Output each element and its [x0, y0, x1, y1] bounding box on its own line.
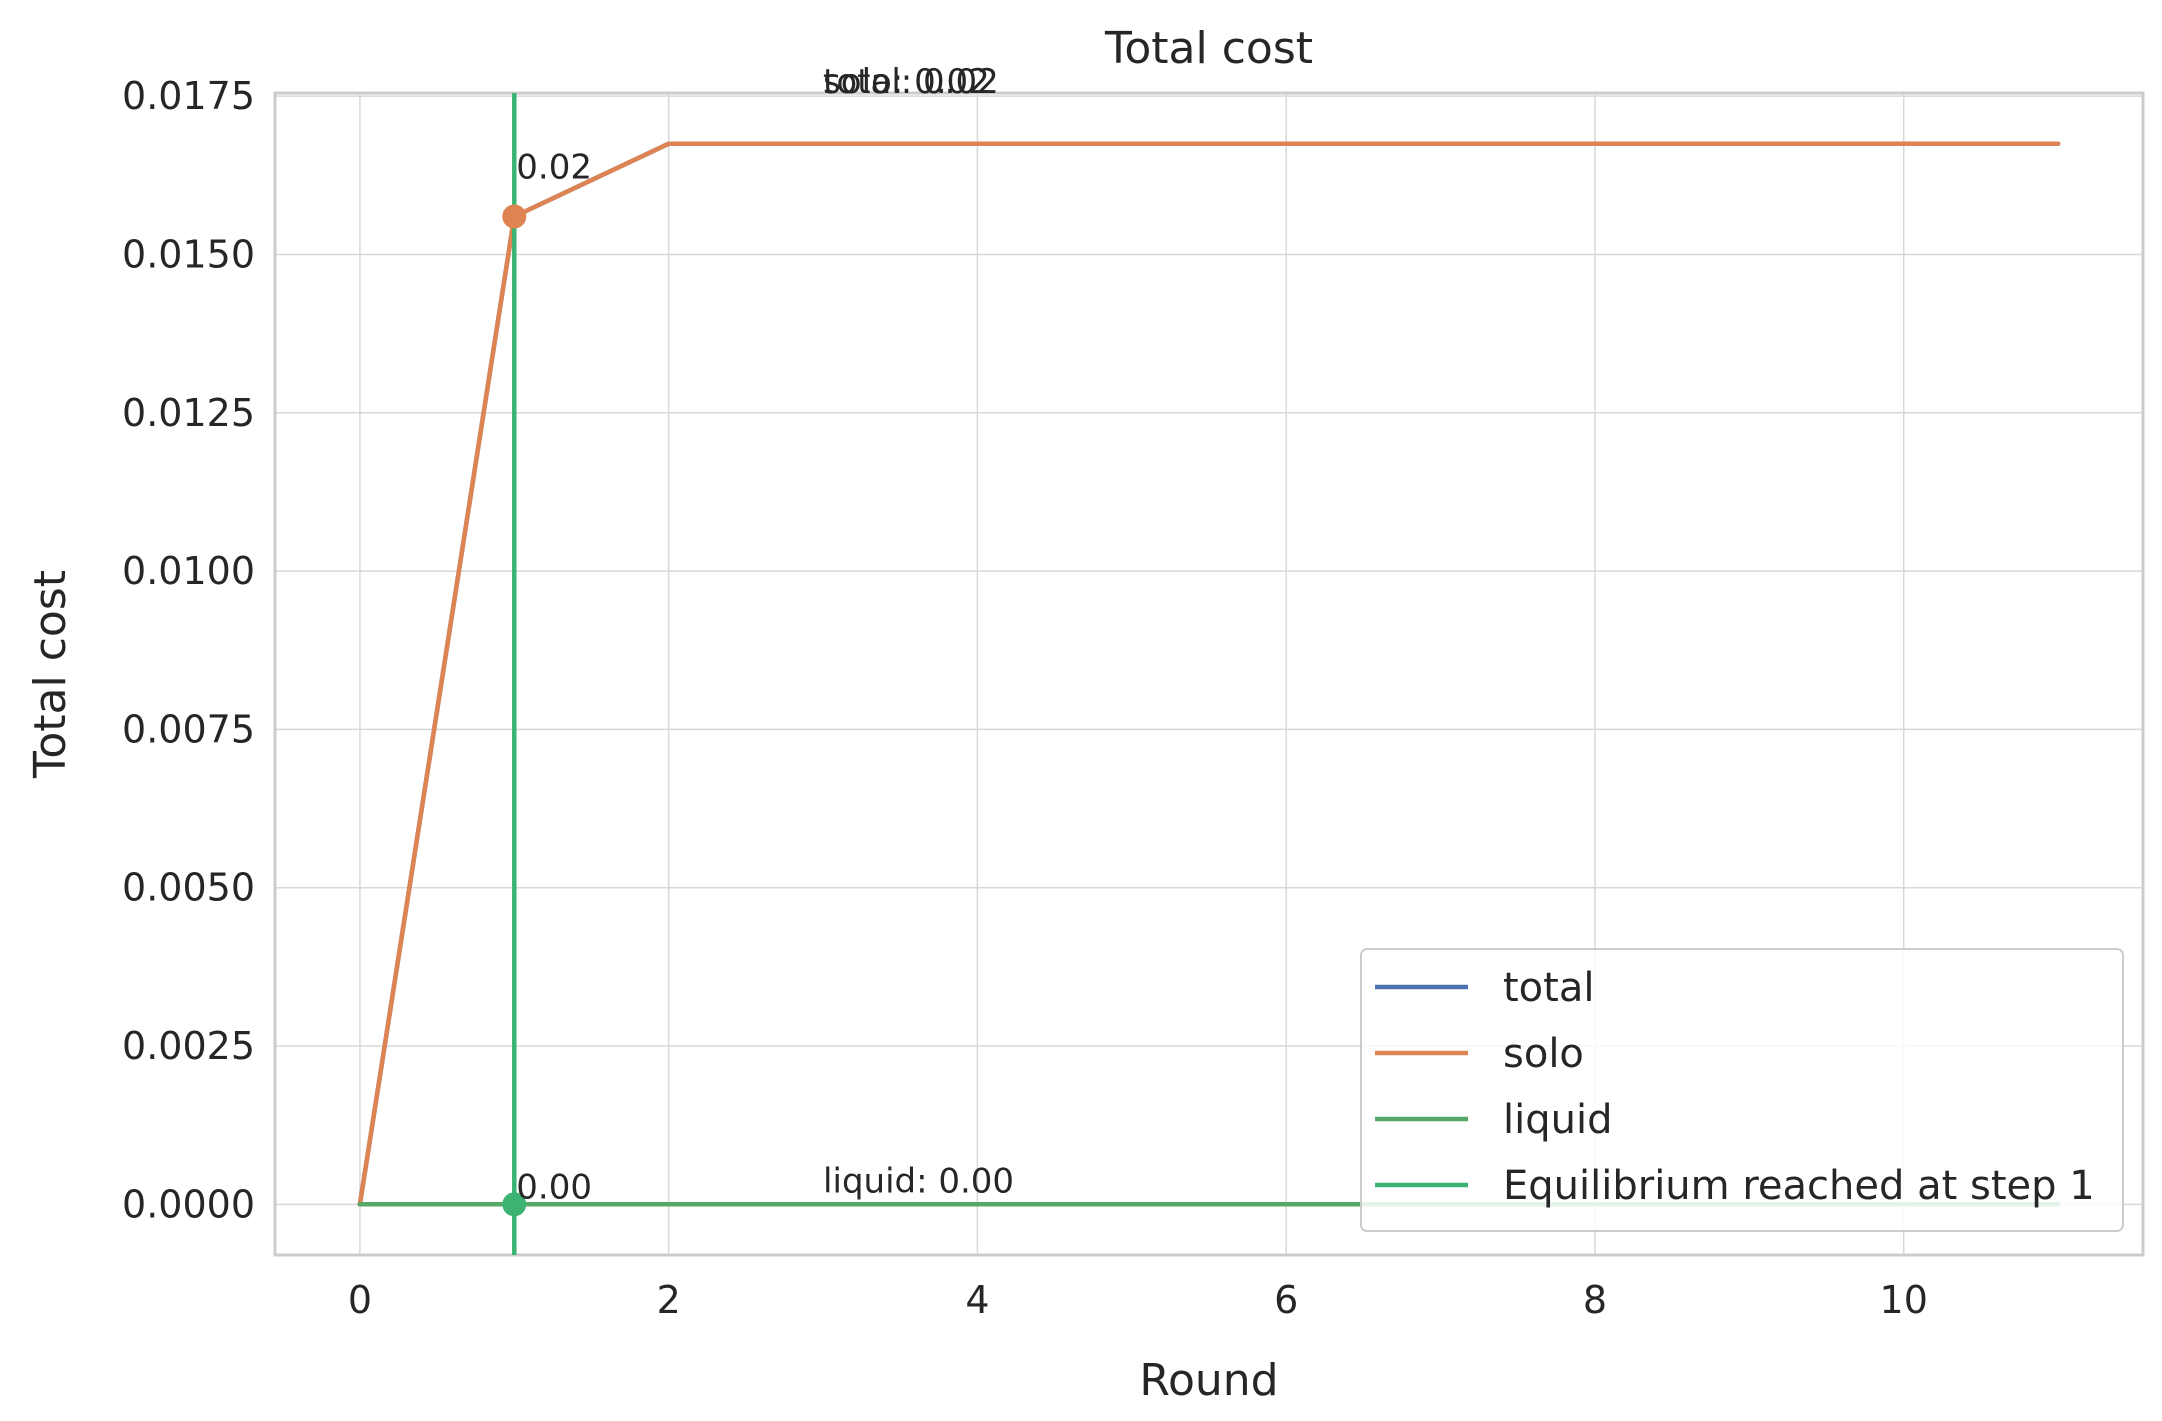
x-axis-label: Round	[1139, 1355, 1278, 1406]
y-tick-label: 0.0100	[122, 549, 255, 593]
legend-label: liquid	[1503, 1097, 1612, 1143]
plot-frame	[273, 91, 2145, 1257]
y-tick-label: 0.0150	[122, 232, 255, 276]
series-line-solo	[357, 141, 2061, 1207]
legend: total solo liquid Equilibrium reached at st…	[1360, 948, 2124, 1232]
y-tick-label: 0.0075	[122, 707, 255, 751]
x-tick-label: 6	[1274, 1278, 1298, 1322]
y-tick-label: 0.0025	[122, 1024, 255, 1068]
marker-layer	[502, 204, 527, 1217]
text-annotation: solo: 0.02	[823, 62, 990, 102]
y-axis-label: Total cost	[25, 570, 76, 779]
legend-items: total solo liquid Equilibrium reached at st…	[1375, 965, 2095, 1209]
y-tick-label: 0.0000	[122, 1182, 255, 1226]
legend-box	[1360, 948, 2124, 1232]
marker-point	[502, 204, 527, 229]
x-tick-label: 2	[657, 1278, 681, 1322]
tick-label-layer: 0 2 4 6 8 10 0.0000 0.0025 0.0050 0.0075 0.0100 0.0…	[122, 74, 1928, 1322]
legend-label: solo	[1503, 1031, 1584, 1077]
legend-label: total	[1503, 965, 1594, 1011]
text-annotation: total: 0.02	[823, 62, 999, 102]
text-annotation: liquid: 0.00	[823, 1161, 1014, 1201]
y-tick-label: 0.0125	[122, 391, 255, 435]
marker-label: 0.02	[516, 147, 592, 187]
x-tick-label: 0	[348, 1278, 372, 1322]
chart-title: Total cost	[1104, 23, 1313, 74]
x-tick-label: 8	[1583, 1278, 1607, 1322]
x-tick-label: 10	[1880, 1278, 1928, 1322]
marker-label: 0.00	[516, 1167, 592, 1207]
legend-label: Equilibrium reached at step 1	[1503, 1163, 2095, 1209]
y-tick-label: 0.0175	[122, 74, 255, 118]
y-tick-label: 0.0050	[122, 866, 255, 910]
grid-layer	[275, 93, 2143, 1255]
marker-point	[502, 1192, 527, 1217]
x-tick-label: 4	[965, 1278, 989, 1322]
